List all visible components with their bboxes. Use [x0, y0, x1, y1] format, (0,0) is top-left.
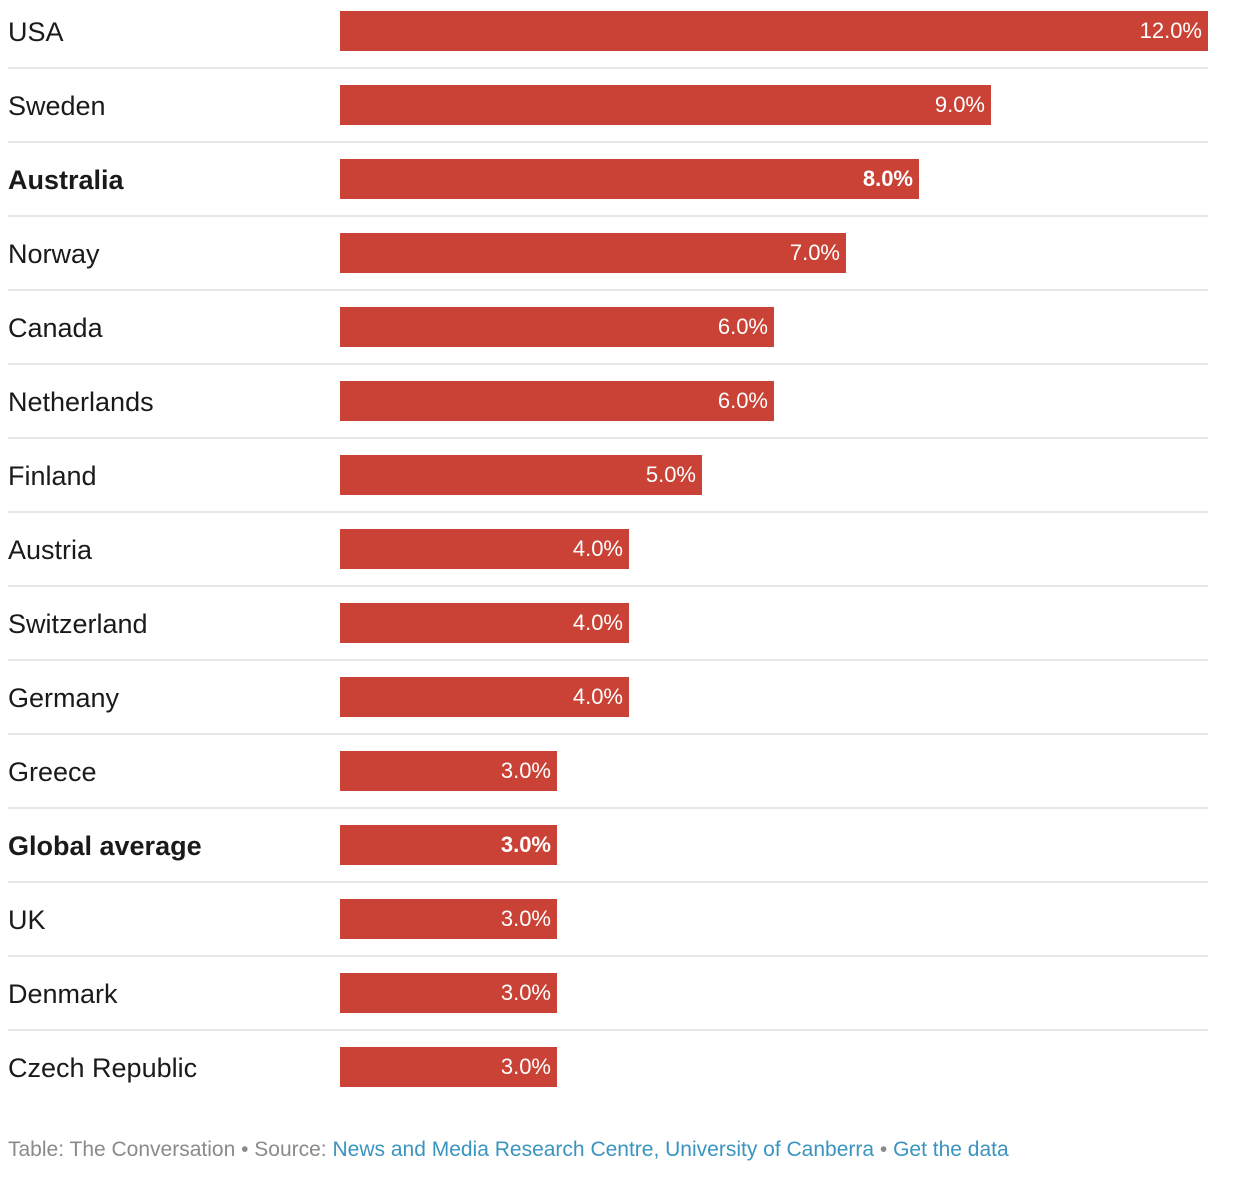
category-label: UK — [8, 905, 46, 935]
category-label: USA — [8, 17, 64, 47]
bar: 5.0% — [340, 455, 702, 495]
bar-value-label: 9.0% — [934, 92, 985, 117]
category-label: Canada — [8, 313, 103, 343]
bar-value-label: 3.0% — [500, 758, 551, 783]
row-divider — [8, 215, 1208, 217]
bar-value-label: 3.0% — [500, 1054, 551, 1079]
bar-chart: USA 12.0% Sweden 9.0% Australia 8.0% Norway 7.0… — [8, 11, 1208, 1087]
row-divider — [8, 955, 1208, 957]
row-divider — [8, 363, 1208, 365]
bar: 8.0% — [340, 159, 919, 199]
bar: 3.0% — [340, 825, 557, 865]
category-label: Sweden — [8, 91, 106, 121]
bar: 6.0% — [340, 381, 774, 421]
row-divider — [8, 141, 1208, 143]
category-label: Germany — [8, 683, 120, 713]
category-label: Switzerland — [8, 609, 148, 639]
footer-credit: Table: The Conversation • Source: — [8, 1138, 333, 1161]
bar: 3.0% — [340, 1047, 557, 1087]
bar-value-label: 3.0% — [500, 980, 551, 1005]
bar-value-label: 3.0% — [500, 832, 551, 857]
bar-value-label: 6.0% — [717, 388, 768, 413]
row-divider — [8, 289, 1208, 291]
row-divider — [8, 881, 1208, 883]
footer-separator: • — [874, 1138, 894, 1161]
category-label: Austria — [8, 535, 93, 565]
bar-value-label: 5.0% — [645, 462, 696, 487]
bar-value-label: 12.0% — [1139, 18, 1202, 43]
bar-value-label: 8.0% — [862, 166, 913, 191]
category-label: Norway — [8, 239, 100, 269]
bar-value-label: 6.0% — [717, 314, 768, 339]
bar: 12.0% — [340, 11, 1208, 51]
bar: 4.0% — [340, 529, 629, 569]
category-label: Global average — [8, 831, 202, 861]
bar: 9.0% — [340, 85, 991, 125]
bar-value-label: 7.0% — [789, 240, 840, 265]
row-divider — [8, 733, 1208, 735]
chart-footer: Table: The Conversation • Source: News a… — [8, 1138, 1009, 1162]
bar: 3.0% — [340, 751, 557, 791]
category-label: Greece — [8, 757, 97, 787]
bar: 3.0% — [340, 973, 557, 1013]
bar: 3.0% — [340, 899, 557, 939]
category-label: Australia — [8, 165, 124, 195]
bar-value-label: 4.0% — [572, 536, 623, 561]
category-label: Finland — [8, 461, 97, 491]
bar: 4.0% — [340, 603, 629, 643]
bar: 4.0% — [340, 677, 629, 717]
row-divider — [8, 807, 1208, 809]
bar: 6.0% — [340, 307, 774, 347]
row-divider — [8, 67, 1208, 69]
get-data-link[interactable]: Get the data — [893, 1138, 1009, 1161]
row-divider — [8, 585, 1208, 587]
category-label: Denmark — [8, 979, 118, 1009]
bar-value-label: 4.0% — [572, 684, 623, 709]
row-divider — [8, 1029, 1208, 1031]
source-link[interactable]: News and Media Research Centre, Universi… — [332, 1138, 875, 1161]
row-divider — [8, 437, 1208, 439]
bar: 7.0% — [340, 233, 846, 273]
category-label: Czech Republic — [8, 1053, 198, 1083]
category-label: Netherlands — [8, 387, 154, 417]
bar-value-label: 3.0% — [500, 906, 551, 931]
row-divider — [8, 659, 1208, 661]
row-divider — [8, 511, 1208, 513]
bar-value-label: 4.0% — [572, 610, 623, 635]
